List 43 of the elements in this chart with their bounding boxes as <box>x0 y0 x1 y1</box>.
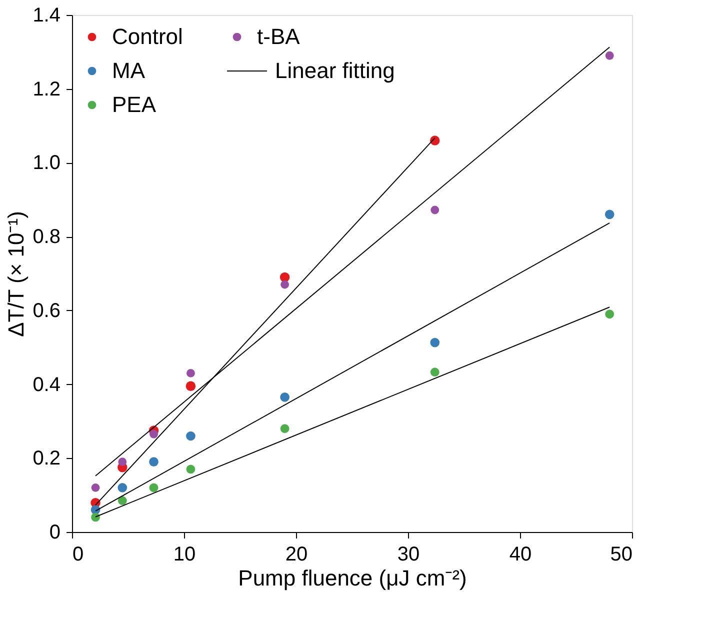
legend-label: MA <box>112 58 146 83</box>
point <box>280 272 290 282</box>
point <box>186 431 196 441</box>
point <box>430 206 440 214</box>
x-tick-label: 30 <box>397 544 420 566</box>
y-tick-label: 0.2 <box>32 448 60 470</box>
point <box>186 464 196 474</box>
y-tick-label: 0.8 <box>32 226 60 248</box>
y-tick-label: 1.2 <box>32 78 60 100</box>
x-tick-label: 20 <box>285 544 308 566</box>
legend-label: Control <box>112 24 183 49</box>
x-tick-label: 0 <box>72 544 84 566</box>
point <box>605 51 614 60</box>
x-tick-label: 10 <box>173 544 196 566</box>
point <box>149 457 158 466</box>
point <box>280 424 290 434</box>
legend-label: PEA <box>112 92 156 117</box>
y-tick-label: 0.6 <box>32 300 60 322</box>
y-tick-label: 0 <box>49 522 60 544</box>
legend-label: Linear fitting <box>275 58 395 83</box>
point <box>430 338 440 348</box>
y-tick-label: 0.4 <box>32 374 60 396</box>
point <box>280 280 290 289</box>
y-tick-label: 1.4 <box>32 4 60 26</box>
point <box>91 483 100 492</box>
point <box>150 430 158 438</box>
point <box>186 369 195 378</box>
y-axis-title: ΔT/T (× 10⁻¹) <box>4 211 29 337</box>
point <box>118 458 127 466</box>
point <box>604 210 614 220</box>
point <box>605 310 614 319</box>
point <box>149 483 158 492</box>
point <box>118 483 128 492</box>
point <box>186 381 196 391</box>
y-tick-label: 1.0 <box>32 152 60 174</box>
point <box>430 368 440 377</box>
point <box>280 392 290 402</box>
point <box>118 496 127 506</box>
x-tick-label: 40 <box>509 544 532 566</box>
x-axis-title: Pump fluence (μJ cm⁻²) <box>238 566 467 590</box>
legend-label: t-BA <box>257 24 300 49</box>
x-tick-label: 50 <box>610 544 632 566</box>
point <box>91 512 100 522</box>
